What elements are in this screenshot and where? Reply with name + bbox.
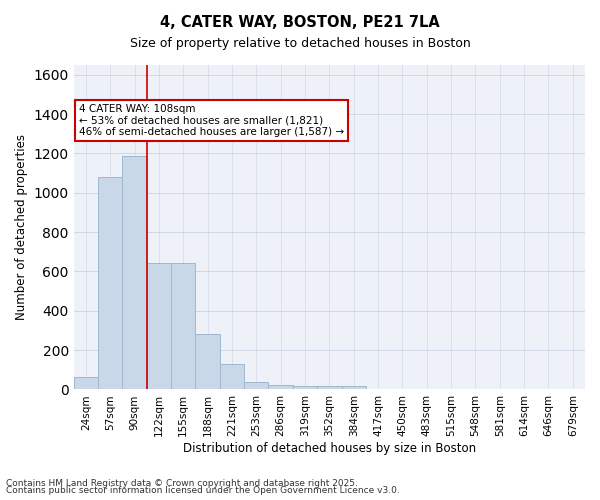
Bar: [171, 262, 196, 390]
Bar: [244, 382, 268, 390]
Bar: [293, 386, 317, 390]
X-axis label: Distribution of detached houses by size in Boston: Distribution of detached houses by size …: [183, 442, 476, 455]
Text: Contains HM Land Registry data © Crown copyright and database right 2025.: Contains HM Land Registry data © Crown c…: [6, 478, 358, 488]
Bar: [196, 334, 220, 390]
Bar: [341, 386, 366, 390]
Text: 4 CATER WAY: 108sqm
← 53% of detached houses are smaller (1,821)
46% of semi-det: 4 CATER WAY: 108sqm ← 53% of detached ho…: [79, 104, 344, 137]
Bar: [74, 376, 98, 390]
Bar: [317, 386, 341, 390]
Bar: [268, 384, 293, 390]
Bar: [122, 156, 147, 390]
Text: Contains public sector information licensed under the Open Government Licence v3: Contains public sector information licen…: [6, 486, 400, 495]
Bar: [147, 262, 171, 390]
Bar: [220, 364, 244, 390]
Text: Size of property relative to detached houses in Boston: Size of property relative to detached ho…: [130, 38, 470, 51]
Bar: [98, 177, 122, 390]
Text: 4, CATER WAY, BOSTON, PE21 7LA: 4, CATER WAY, BOSTON, PE21 7LA: [160, 15, 440, 30]
Y-axis label: Number of detached properties: Number of detached properties: [15, 134, 28, 320]
